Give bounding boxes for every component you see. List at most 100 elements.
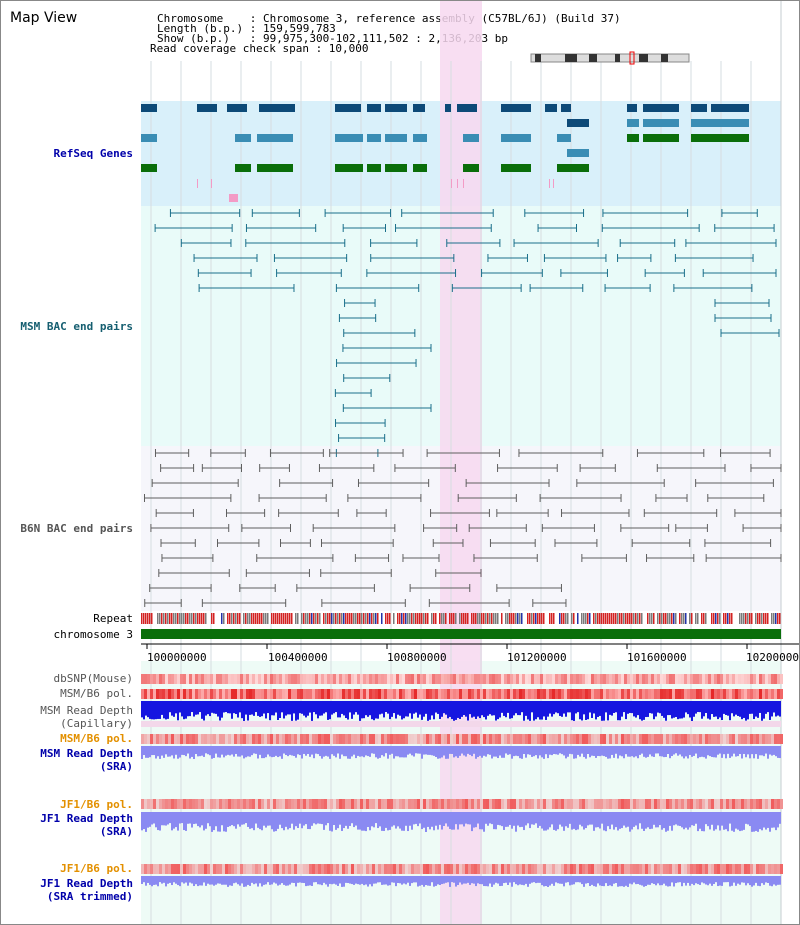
dbsnp-cell (588, 674, 591, 684)
jf1-trimmed-depth-bar (145, 876, 147, 886)
jf1-trimmed-depth-bar (637, 876, 639, 884)
jf1-sra-depth-bar (143, 812, 145, 830)
jf1-pol-cell (699, 799, 702, 809)
msm-sra-depth-bar (221, 746, 223, 755)
jf1-sra-depth-bar (167, 812, 169, 825)
msm-sra-depth-bar (717, 746, 719, 755)
jf1-trimmed-depth-bar (551, 876, 553, 884)
msm-capillary-depth-bar (227, 701, 229, 714)
msm-capillary-depth-bar (541, 701, 543, 720)
gene-exon (141, 104, 157, 112)
jf1-pol2-cell (597, 864, 600, 874)
repeat-element (535, 613, 537, 624)
jf1-pol-cell (735, 799, 738, 809)
jf1-trimmed-depth-bar (559, 876, 561, 884)
gene-exon (557, 164, 589, 172)
msm-capillary-depth-bar (503, 701, 505, 716)
repeat-element (531, 613, 533, 624)
jf1-pol2-cell (516, 864, 519, 874)
msm-pol2-cell (756, 734, 759, 744)
gene-marker (463, 179, 464, 188)
dbsnp-cell (708, 674, 711, 684)
jf1-pol2-cell (438, 864, 441, 874)
jf1-sra-depth-bar (469, 812, 471, 825)
repeat-element (199, 613, 201, 624)
msm-pol-cell (597, 689, 600, 699)
msm-sra-depth-bar (521, 746, 523, 759)
msm-capillary-depth-bar (349, 701, 351, 713)
jf1-pol-cell (756, 799, 759, 809)
repeat-element (675, 613, 677, 624)
jf1-trimmed-depth-bar (307, 876, 309, 886)
jf1-pol-cell (477, 799, 480, 809)
msm-pol-cell (312, 689, 315, 699)
msm-capillary-depth-bar (519, 701, 521, 716)
repeat-element (615, 613, 617, 624)
msm-capillary-depth-bar (309, 701, 311, 713)
jf1-trimmed-depth-bar (165, 876, 167, 887)
repeat-element (491, 613, 493, 624)
axis-tick-label: 100400000 (268, 651, 328, 664)
msm-sra-depth-bar (283, 746, 285, 754)
repeat-element (725, 613, 727, 624)
jf1-trimmed-depth-bar (303, 876, 305, 884)
msm-sra-depth-bar (673, 746, 675, 755)
dbsnp-cell (630, 674, 633, 684)
selection-highlight (440, 1, 482, 924)
jf1-sra-depth-bar (563, 812, 565, 831)
msm-capillary-depth-bar (373, 701, 375, 721)
jf1-sra-depth-bar (537, 812, 539, 828)
msm-sra-depth-bar (329, 746, 331, 759)
msm-pol-cell (486, 689, 489, 699)
jf1-sra-depth-bar (303, 812, 305, 826)
msm-sra-depth-bar (769, 746, 771, 755)
jf1-sra-depth-bar (407, 812, 409, 832)
msm-capillary-depth-bar (759, 701, 761, 713)
jf1-trimmed-depth-bar (329, 876, 331, 884)
msm-sra-depth-bar (469, 746, 471, 755)
dbsnp-cell (225, 674, 228, 684)
jf1-pol2-cell (408, 864, 411, 874)
msm-pol-cell (414, 689, 417, 699)
dbsnp-cell (690, 674, 693, 684)
msm-pol-cell (687, 689, 690, 699)
jf1-trimmed-depth-bar (755, 876, 757, 883)
repeat-element (307, 613, 309, 624)
msm-sra-depth-bar (299, 746, 301, 756)
jf1-sra-depth-bar (519, 812, 521, 828)
msm-pol2-cell (144, 734, 147, 744)
jf1-trimmed-depth-bar (671, 876, 673, 883)
msm-capillary-depth-bar (609, 701, 611, 715)
jf1-sra-depth-bar (291, 812, 293, 824)
msm-sra-depth-bar (731, 746, 733, 757)
msm-pol-cell (309, 689, 312, 699)
msm-sra-depth-bar (627, 746, 629, 757)
jf1-pol2-cell (588, 864, 591, 874)
msm-sra-depth-bar (191, 746, 193, 757)
jf1-trimmed-depth-bar (175, 876, 177, 884)
dbsnp-cell (282, 674, 285, 684)
msm-pol-cell (621, 689, 624, 699)
jf1-sra-depth-bar (717, 812, 719, 826)
repeat-element (701, 613, 703, 624)
dbsnp-cell (252, 674, 255, 684)
jf1-pol-cell (666, 799, 669, 809)
jf1-sra-depth-bar (549, 812, 551, 828)
msm-sra-depth-bar (585, 746, 587, 759)
msm-sra-depth-bar (343, 746, 345, 757)
jf1-sra-depth-bar (685, 812, 687, 828)
msm-capillary-depth-bar (317, 701, 319, 719)
jf1-sra-depth-bar (529, 812, 531, 829)
jf1-sra-depth-bar (395, 812, 397, 829)
msm-sra-depth-bar (291, 746, 293, 756)
jf1-pol-cell (144, 799, 147, 809)
jf1-trimmed-depth-bar (215, 876, 217, 885)
repeat-element (697, 613, 699, 624)
msm-capillary-depth-bar (193, 701, 195, 717)
msm-pol-cell (762, 689, 765, 699)
jf1-pol-cell (720, 799, 723, 809)
jf1-trimmed-depth-bar (421, 876, 423, 885)
jf1-sra-depth-bar (681, 812, 683, 828)
msm-sra-depth-bar (167, 746, 169, 757)
